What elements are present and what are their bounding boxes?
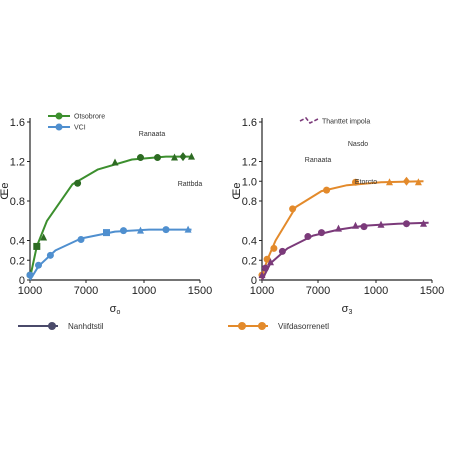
data-point <box>263 255 271 263</box>
x-tick-label: 7000 <box>74 285 98 297</box>
y-tick-label: 1.0 <box>242 176 257 188</box>
data-point <box>261 264 269 272</box>
bottom-legend: Nanhdtstil Viifdasorrenetl <box>18 322 329 331</box>
data-point <box>188 152 195 160</box>
data-point <box>120 227 127 235</box>
data-point <box>377 220 385 228</box>
legend-label: Otsobrore <box>74 114 105 121</box>
data-point <box>414 178 422 186</box>
legend-marker <box>55 112 63 120</box>
legend-label: VCI <box>74 125 86 132</box>
x-tick-label: 1000 <box>132 285 156 297</box>
bottom-legend-marker <box>48 322 56 330</box>
legend-swatch <box>299 116 319 125</box>
y-axis-label: Œe <box>231 182 243 199</box>
annotation-label: Rattbda <box>178 181 203 188</box>
data-point <box>33 242 41 250</box>
series-line <box>29 228 192 281</box>
y-tick-label: 1.6 <box>10 117 25 129</box>
series-line <box>261 221 429 281</box>
legend-entry: Otsobrore <box>48 112 105 121</box>
y-tick-label: 1.6 <box>242 117 257 129</box>
data-point <box>267 258 274 266</box>
legend-entry: VCI <box>48 123 86 132</box>
bottom-legend-label: Nanhdtstil <box>68 322 104 331</box>
bottom-legend-marker <box>238 322 246 330</box>
data-point <box>46 251 54 259</box>
data-point <box>40 233 48 241</box>
data-point <box>335 224 342 232</box>
y-tick-label: 0.4 <box>242 236 257 248</box>
annotation-label: Ranaata <box>139 131 166 138</box>
chart-panel-2: 0 0.2 0.4 0.8 1.0 1.2 1.6 1000 7000 1000 1500 σ3 Œe T… <box>231 116 444 316</box>
data-point <box>137 154 144 162</box>
data-point <box>386 178 393 186</box>
y-tick-label: 0 <box>19 275 25 287</box>
y-tick-label: 0.8 <box>10 196 25 208</box>
x-tick-label: 1500 <box>188 285 212 297</box>
data-point <box>77 236 85 244</box>
series-2 <box>26 225 192 281</box>
legend-marker <box>55 123 63 131</box>
series-line <box>29 155 192 279</box>
x-axis-label: σ3 <box>342 303 353 316</box>
y-tick-label: 1.2 <box>242 157 257 169</box>
series-1 <box>26 152 195 279</box>
data-point <box>278 247 286 255</box>
data-point <box>318 229 325 237</box>
legend-entry: Thanttet impola <box>299 116 370 126</box>
data-point <box>304 233 312 241</box>
data-point <box>103 229 110 237</box>
bottom-legend-marker <box>258 322 266 330</box>
y-tick-label: 0 <box>251 275 257 287</box>
x-tick-label: 1000 <box>18 285 42 297</box>
y-tick-label: 0.4 <box>10 236 25 248</box>
y-tick-label: 0.2 <box>10 255 25 267</box>
y-tick-label: 1.2 <box>10 157 25 169</box>
x-tick-label: 7000 <box>306 285 330 297</box>
data-point <box>26 271 34 279</box>
data-point <box>171 153 178 161</box>
data-point <box>258 271 266 279</box>
bottom-legend-entry: Viifdasorrenetl <box>228 322 329 331</box>
data-point <box>35 261 42 269</box>
series-2 <box>258 219 429 281</box>
data-point <box>162 226 170 234</box>
data-point <box>179 152 187 162</box>
data-point <box>137 226 144 234</box>
annotation-label: Etorcto <box>355 179 377 186</box>
data-point <box>352 178 359 186</box>
chart-panel-1: 0 0.2 0.4 0.8 1.2 1.6 1000 7000 1000 1500 σo Œe Otso… <box>0 112 212 316</box>
data-point <box>323 186 331 194</box>
data-point <box>289 205 297 213</box>
data-point <box>74 179 82 187</box>
series-1 <box>258 176 424 279</box>
annotation-label: Ranaata <box>305 157 332 164</box>
data-point <box>403 220 410 228</box>
x-axis-label: σo <box>110 303 121 316</box>
data-point <box>184 225 192 233</box>
y-tick-label: 0.2 <box>242 255 257 267</box>
data-point <box>360 223 368 231</box>
data-point <box>270 244 278 252</box>
annotation-label: Nasdo <box>348 141 368 148</box>
data-point <box>403 176 410 186</box>
data-point <box>352 221 359 229</box>
y-axis-label: Œe <box>0 182 11 199</box>
x-tick-label: 1500 <box>420 285 444 297</box>
data-point <box>420 219 427 227</box>
y-tick-label: 0.8 <box>242 196 257 208</box>
x-tick-label: 1000 <box>250 285 274 297</box>
bottom-legend-entry: Nanhdtstil <box>18 322 104 331</box>
x-tick-label: 1000 <box>364 285 388 297</box>
legend-label: Thanttet impola <box>322 119 370 126</box>
data-point <box>111 158 119 166</box>
bottom-legend-label: Viifdasorrenetl <box>278 322 329 331</box>
data-point <box>154 154 161 162</box>
